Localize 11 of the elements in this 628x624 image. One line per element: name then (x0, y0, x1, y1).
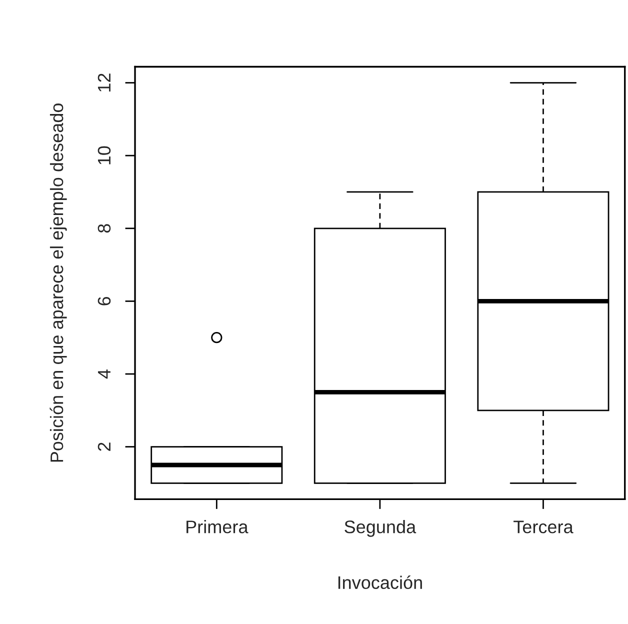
x-axis-title: Invocación (338, 576, 422, 590)
x-tick-label: Segunda (344, 520, 416, 537)
y-tick-label: 2 (98, 442, 110, 451)
y-tick-label: 8 (98, 224, 111, 233)
x-tick-label: Primera (186, 520, 248, 534)
y-tick-label: 12 (98, 74, 110, 92)
y-tick-label: 4 (98, 369, 110, 379)
y-tick-label: 6 (98, 296, 111, 306)
y-tick-label: 10 (98, 146, 111, 164)
x-tick-label: Tercera (514, 520, 574, 534)
y-axis-title: Posición en que aparece el ejemplo deseado (50, 104, 67, 462)
